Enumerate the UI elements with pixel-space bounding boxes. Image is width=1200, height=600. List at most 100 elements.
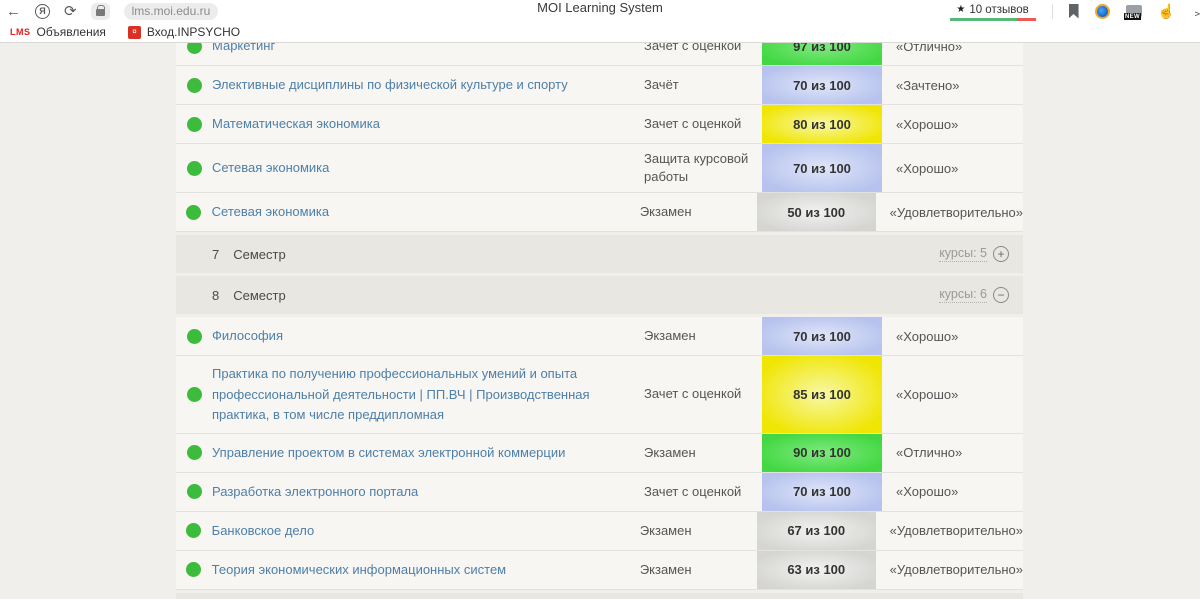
table-row: Теория экономических информационных сист… — [176, 550, 1023, 590]
status-dot-icon — [186, 523, 202, 539]
course-link[interactable]: Философия — [212, 328, 283, 344]
table-row: Философия Экзамен 70 из 100 «Хорошо» — [176, 317, 1023, 357]
status-dot-icon — [186, 484, 202, 500]
semester-header[interactable]: 8 Семестр курсы: 6 − — [176, 276, 1023, 315]
table-row: Банковское дело Экзамен 67 из 100 «Удовл… — [176, 511, 1023, 551]
exam-type: Экзамен — [639, 204, 692, 220]
hand-icon[interactable]: ☝ — [1157, 3, 1175, 19]
lock-glyph — [95, 5, 106, 16]
grade-text: «Удовлетворительно» — [889, 204, 1023, 220]
score-cell: 70 из 100 — [762, 472, 882, 511]
rating-bar — [949, 17, 1036, 21]
lock-icon[interactable] — [90, 2, 110, 20]
browser-extension-icon[interactable] — [1094, 3, 1110, 19]
course-link[interactable]: Банковское дело — [211, 522, 315, 538]
reload-icon[interactable]: ⟳ — [64, 2, 77, 20]
course-link[interactable]: Теория экономических информационных сист… — [211, 561, 507, 577]
new-badge: NEW — [1123, 13, 1142, 20]
status-dot-icon — [186, 77, 202, 93]
status-dot-icon — [186, 160, 202, 176]
lms-logo-icon: LMS — [10, 27, 31, 37]
bookmark-inpsycho[interactable]: ¤ Вход.INPSYCHO — [127, 25, 241, 39]
collapse-icon[interactable]: − — [993, 287, 1009, 304]
exam-type: Экзамен — [644, 444, 696, 460]
status-dot-icon — [186, 328, 202, 344]
status-dot-icon — [186, 562, 202, 578]
table-row: Разработка электронного портала Зачет с … — [176, 472, 1023, 512]
semester-label: Семестр — [233, 246, 286, 262]
table-row: Элективные дисциплины по физической куль… — [176, 66, 1023, 105]
course-link[interactable]: Сетевая экономика — [212, 160, 330, 176]
table-row: Практика по получению профессиональных у… — [176, 356, 1023, 434]
expand-icon[interactable]: + — [993, 246, 1009, 263]
table-row: Сетевая экономика Защита курсовой работы… — [176, 144, 1023, 194]
score-cell: 70 из 100 — [762, 144, 882, 193]
table-row: Математическая экономика Зачет с оценкой… — [176, 105, 1023, 144]
page-background: Маркетинг Зачет с оценкой 97 из 100 «Отл… — [0, 43, 1200, 599]
score-cell: 97 из 100 — [762, 43, 882, 65]
exam-type: Экзамен — [639, 561, 692, 577]
grade-text: «Зачтено» — [896, 77, 960, 93]
bookmark-label: Объявления — [36, 25, 106, 39]
back-icon[interactable]: ← — [6, 2, 21, 20]
course-link[interactable]: Маркетинг — [212, 43, 276, 53]
grade-text: «Отлично» — [896, 43, 963, 54]
grade-text: «Отлично» — [896, 445, 963, 461]
reviews-widget[interactable]: ★ 10 отзывов — [949, 3, 1036, 21]
semester-label: Семестр — [233, 287, 286, 303]
status-dot-icon — [186, 387, 202, 403]
course-link[interactable]: Математическая экономика — [212, 115, 380, 131]
table-row: Сетевая экономика Экзамен 50 из 100 «Удо… — [176, 193, 1023, 233]
grade-text: «Хорошо» — [896, 160, 959, 176]
status-dot-icon — [186, 43, 202, 54]
exam-type: Зачёт — [644, 76, 679, 92]
exam-type: Зачет с оценкой — [644, 386, 742, 402]
status-dot-icon — [186, 116, 202, 132]
score-cell: 85 из 100 — [762, 356, 882, 433]
courses-count-link[interactable]: курсы: 5 — [939, 246, 987, 263]
table-row: Управление проектом в системах электронн… — [176, 433, 1023, 473]
grade-text: «Удовлетворительно» — [889, 523, 1023, 539]
exam-type: Зачет с оценкой — [644, 483, 742, 499]
semester-number: 7 — [212, 246, 220, 262]
page-title: MOI Learning System — [537, 0, 663, 15]
course-link[interactable]: Элективные дисциплины по физической куль… — [212, 76, 568, 92]
grade-text: «Удовлетворительно» — [889, 562, 1023, 578]
exam-type: Зачет с оценкой — [644, 43, 742, 53]
yandex-profile-icon[interactable]: Я — [35, 3, 50, 19]
sidebar-toggle-icon[interactable]: ﹥ — [1190, 4, 1200, 20]
score-cell: 70 из 100 — [762, 317, 882, 356]
inpsycho-logo-icon: ¤ — [127, 25, 141, 39]
grade-text: «Хорошо» — [896, 116, 959, 132]
bookmark-label: Вход.INPSYCHO — [146, 25, 241, 39]
extension-new-icon[interactable]: NEW — [1123, 5, 1142, 20]
exam-type: Зачет с оценкой — [644, 115, 742, 131]
exam-type: Защита курсовой работы — [644, 151, 749, 185]
grades-table: Маркетинг Зачет с оценкой 97 из 100 «Отл… — [176, 43, 1023, 599]
course-link[interactable]: Разработка электронного портала — [212, 483, 419, 499]
grade-text: «Хорошо» — [896, 484, 959, 500]
toolbar-divider — [1051, 3, 1053, 19]
bookmark-flag-icon[interactable] — [1068, 3, 1079, 19]
course-link[interactable]: Управление проектом в системах электронн… — [212, 444, 566, 460]
score-cell: 50 из 100 — [756, 193, 876, 232]
score-cell: 63 из 100 — [756, 550, 876, 589]
semester-header[interactable]: 7 Семестр курсы: 5 + — [176, 235, 1023, 274]
address-bar[interactable]: lms.moi.edu.ru — [123, 2, 219, 20]
course-link[interactable]: Сетевая экономика — [211, 204, 330, 220]
reviews-count: 10 отзывов — [969, 3, 1029, 16]
grade-text: «Хорошо» — [896, 328, 959, 344]
star-icon: ★ — [956, 4, 966, 15]
course-link[interactable]: Практика по получению профессиональных у… — [212, 366, 590, 422]
score-cell: 80 из 100 — [762, 105, 882, 143]
exam-type: Экзамен — [644, 328, 696, 344]
score-cell: 90 из 100 — [762, 433, 882, 472]
status-dot-icon — [186, 204, 202, 220]
semester-header-partial[interactable] — [176, 592, 1023, 599]
score-cell: 70 из 100 — [762, 66, 882, 104]
table-row: Маркетинг Зачет с оценкой 97 из 100 «Отл… — [176, 43, 1023, 66]
bookmarks-bar: LMS Объявления ¤ Вход.INPSYCHO — [0, 22, 1200, 43]
courses-count-link[interactable]: курсы: 6 — [939, 287, 987, 304]
bookmark-announcements[interactable]: LMS Объявления — [10, 25, 106, 39]
browser-toolbar: MOI Learning System ← Я ⟳ lms.moi.edu.ru… — [0, 0, 1200, 22]
